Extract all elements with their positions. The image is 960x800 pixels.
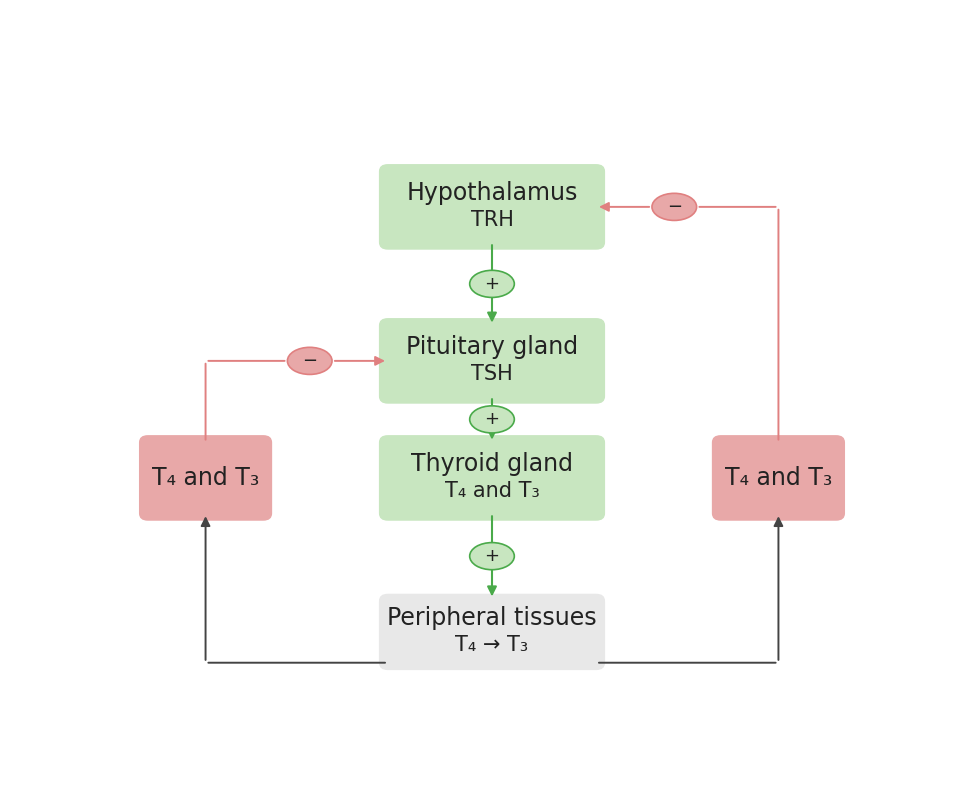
Text: +: + [485, 275, 499, 293]
FancyBboxPatch shape [379, 164, 605, 250]
FancyBboxPatch shape [712, 435, 845, 521]
Text: T₄ → T₃: T₄ → T₃ [455, 635, 529, 655]
FancyBboxPatch shape [139, 435, 272, 521]
Text: Hypothalamus: Hypothalamus [406, 182, 578, 206]
Ellipse shape [652, 194, 697, 221]
Text: TSH: TSH [471, 365, 513, 385]
Text: T₄ and T₃: T₄ and T₃ [444, 482, 540, 502]
Text: Peripheral tissues: Peripheral tissues [387, 606, 597, 630]
Ellipse shape [469, 406, 515, 433]
Text: T₄ and T₃: T₄ and T₃ [152, 466, 259, 490]
Ellipse shape [469, 542, 515, 570]
Text: +: + [485, 547, 499, 565]
FancyBboxPatch shape [379, 435, 605, 521]
FancyBboxPatch shape [379, 594, 605, 670]
Text: −: − [666, 198, 682, 216]
Text: Pituitary gland: Pituitary gland [406, 335, 578, 359]
Text: +: + [485, 410, 499, 429]
Text: T₄ and T₃: T₄ and T₃ [725, 466, 832, 490]
Ellipse shape [469, 270, 515, 298]
FancyBboxPatch shape [379, 318, 605, 404]
Ellipse shape [287, 347, 332, 374]
Text: TRH: TRH [470, 210, 514, 230]
Text: Thyroid gland: Thyroid gland [411, 452, 573, 476]
Text: −: − [302, 352, 318, 370]
